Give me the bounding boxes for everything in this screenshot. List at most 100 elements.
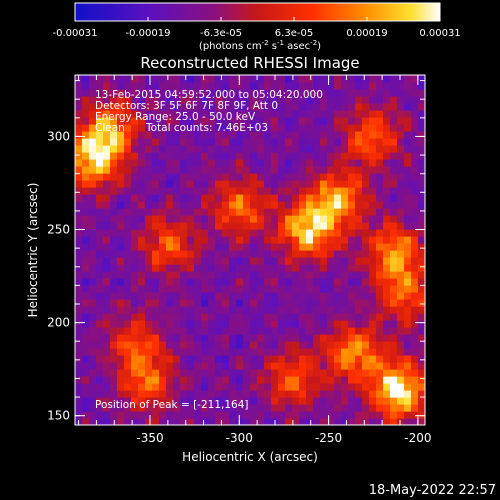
heatmap-cell [82, 369, 90, 377]
heatmap-cell [124, 320, 132, 328]
heatmap-cell [236, 82, 244, 90]
heatmap-cell [376, 390, 384, 398]
heatmap-cell [285, 348, 293, 356]
heatmap-cell [362, 229, 370, 237]
heatmap-cell [327, 404, 335, 412]
heatmap-cell [75, 110, 83, 118]
heatmap-cell [166, 362, 174, 370]
heatmap-cell [215, 82, 223, 90]
heatmap-cell [222, 320, 230, 328]
heatmap-cell [313, 313, 321, 321]
heatmap-cell [138, 369, 146, 377]
heatmap-cell [222, 236, 230, 244]
heatmap-cell [257, 404, 265, 412]
heatmap-cell [362, 236, 370, 244]
heatmap-cell [278, 376, 286, 384]
heatmap-cell [124, 187, 132, 195]
heatmap-cell [145, 82, 153, 90]
heatmap-cell [383, 271, 391, 279]
heatmap-cell [383, 201, 391, 209]
heatmap-cell [194, 236, 202, 244]
heatmap-cell [376, 320, 384, 328]
heatmap-cell [152, 201, 160, 209]
heatmap-cell [96, 194, 104, 202]
heatmap-cell [285, 369, 293, 377]
heatmap-cell [383, 96, 391, 104]
heatmap-cell [173, 138, 181, 146]
x-tick-label: -300 [226, 431, 253, 445]
heatmap-cell [124, 222, 132, 230]
heatmap-cell [222, 292, 230, 300]
heatmap-cell [250, 306, 258, 314]
heatmap-cell [110, 334, 118, 342]
heatmap-cell [390, 369, 398, 377]
heatmap-cell [152, 82, 160, 90]
heatmap-cell [131, 222, 139, 230]
heatmap-cell [131, 306, 139, 314]
heatmap-cell [236, 306, 244, 314]
heatmap-cell [201, 82, 209, 90]
heatmap-cell [229, 250, 237, 258]
heatmap-cell [194, 215, 202, 223]
heatmap-cell [201, 376, 209, 384]
heatmap-cell [348, 369, 356, 377]
heatmap-cell [313, 103, 321, 111]
heatmap-cell [194, 418, 202, 425]
heatmap-cell [117, 117, 125, 125]
heatmap-cell [145, 152, 153, 160]
heatmap-cell [257, 341, 265, 349]
heatmap-cell [292, 215, 300, 223]
heatmap-cell [208, 257, 216, 265]
heatmap-cell [222, 82, 230, 90]
heatmap-cell [313, 348, 321, 356]
heatmap-cell [355, 355, 363, 363]
heatmap-cell [397, 411, 405, 419]
heatmap-cell [404, 138, 412, 146]
heatmap-cell [411, 75, 419, 83]
heatmap-cell [82, 229, 90, 237]
heatmap-cell [138, 320, 146, 328]
heatmap-cell [173, 390, 181, 398]
heatmap-cell [96, 397, 104, 405]
heatmap-cell [89, 117, 97, 125]
colorbar: -0.00031 -0.00019 -6.3e-05 6.3e-05 0.00019 0.… [53, 2, 461, 52]
heatmap-cell [166, 404, 174, 412]
heatmap-cell [292, 180, 300, 188]
heatmap-cell [208, 369, 216, 377]
heatmap-cell [103, 117, 111, 125]
heatmap-cell [397, 131, 405, 139]
heatmap-cell [355, 166, 363, 174]
heatmap-cell [138, 397, 146, 405]
heatmap-cell [257, 306, 265, 314]
heatmap-cell [201, 271, 209, 279]
heatmap-cell [397, 110, 405, 118]
heatmap-cell [257, 208, 265, 216]
heatmap-cell [292, 166, 300, 174]
colorbar-tick-label: -6.3e-05 [200, 28, 242, 39]
heatmap-cell [285, 376, 293, 384]
heatmap-cell [110, 383, 118, 391]
heatmap-cell [320, 411, 328, 419]
chart-title: Reconstructed RHESSI Image [140, 54, 359, 72]
heatmap-cell [383, 110, 391, 118]
heatmap-cell [131, 131, 139, 139]
heatmap-cell [397, 194, 405, 202]
heatmap-cell [411, 411, 419, 419]
heatmap-cell [187, 397, 195, 405]
heatmap-cell [194, 334, 202, 342]
heatmap-cell [159, 327, 167, 335]
heatmap-cell [124, 271, 132, 279]
heatmap-cell [117, 278, 125, 286]
heatmap-cell [187, 215, 195, 223]
heatmap-cell [201, 180, 209, 188]
heatmap-cell [159, 173, 167, 181]
heatmap-cell [222, 306, 230, 314]
heatmap-cell [313, 194, 321, 202]
heatmap-cell [355, 159, 363, 167]
heatmap-cell [348, 390, 356, 398]
heatmap-cell [215, 131, 223, 139]
heatmap-cell [166, 124, 174, 132]
heatmap-cell [103, 299, 111, 307]
heatmap-cell [131, 145, 139, 153]
heatmap-cell [264, 348, 272, 356]
